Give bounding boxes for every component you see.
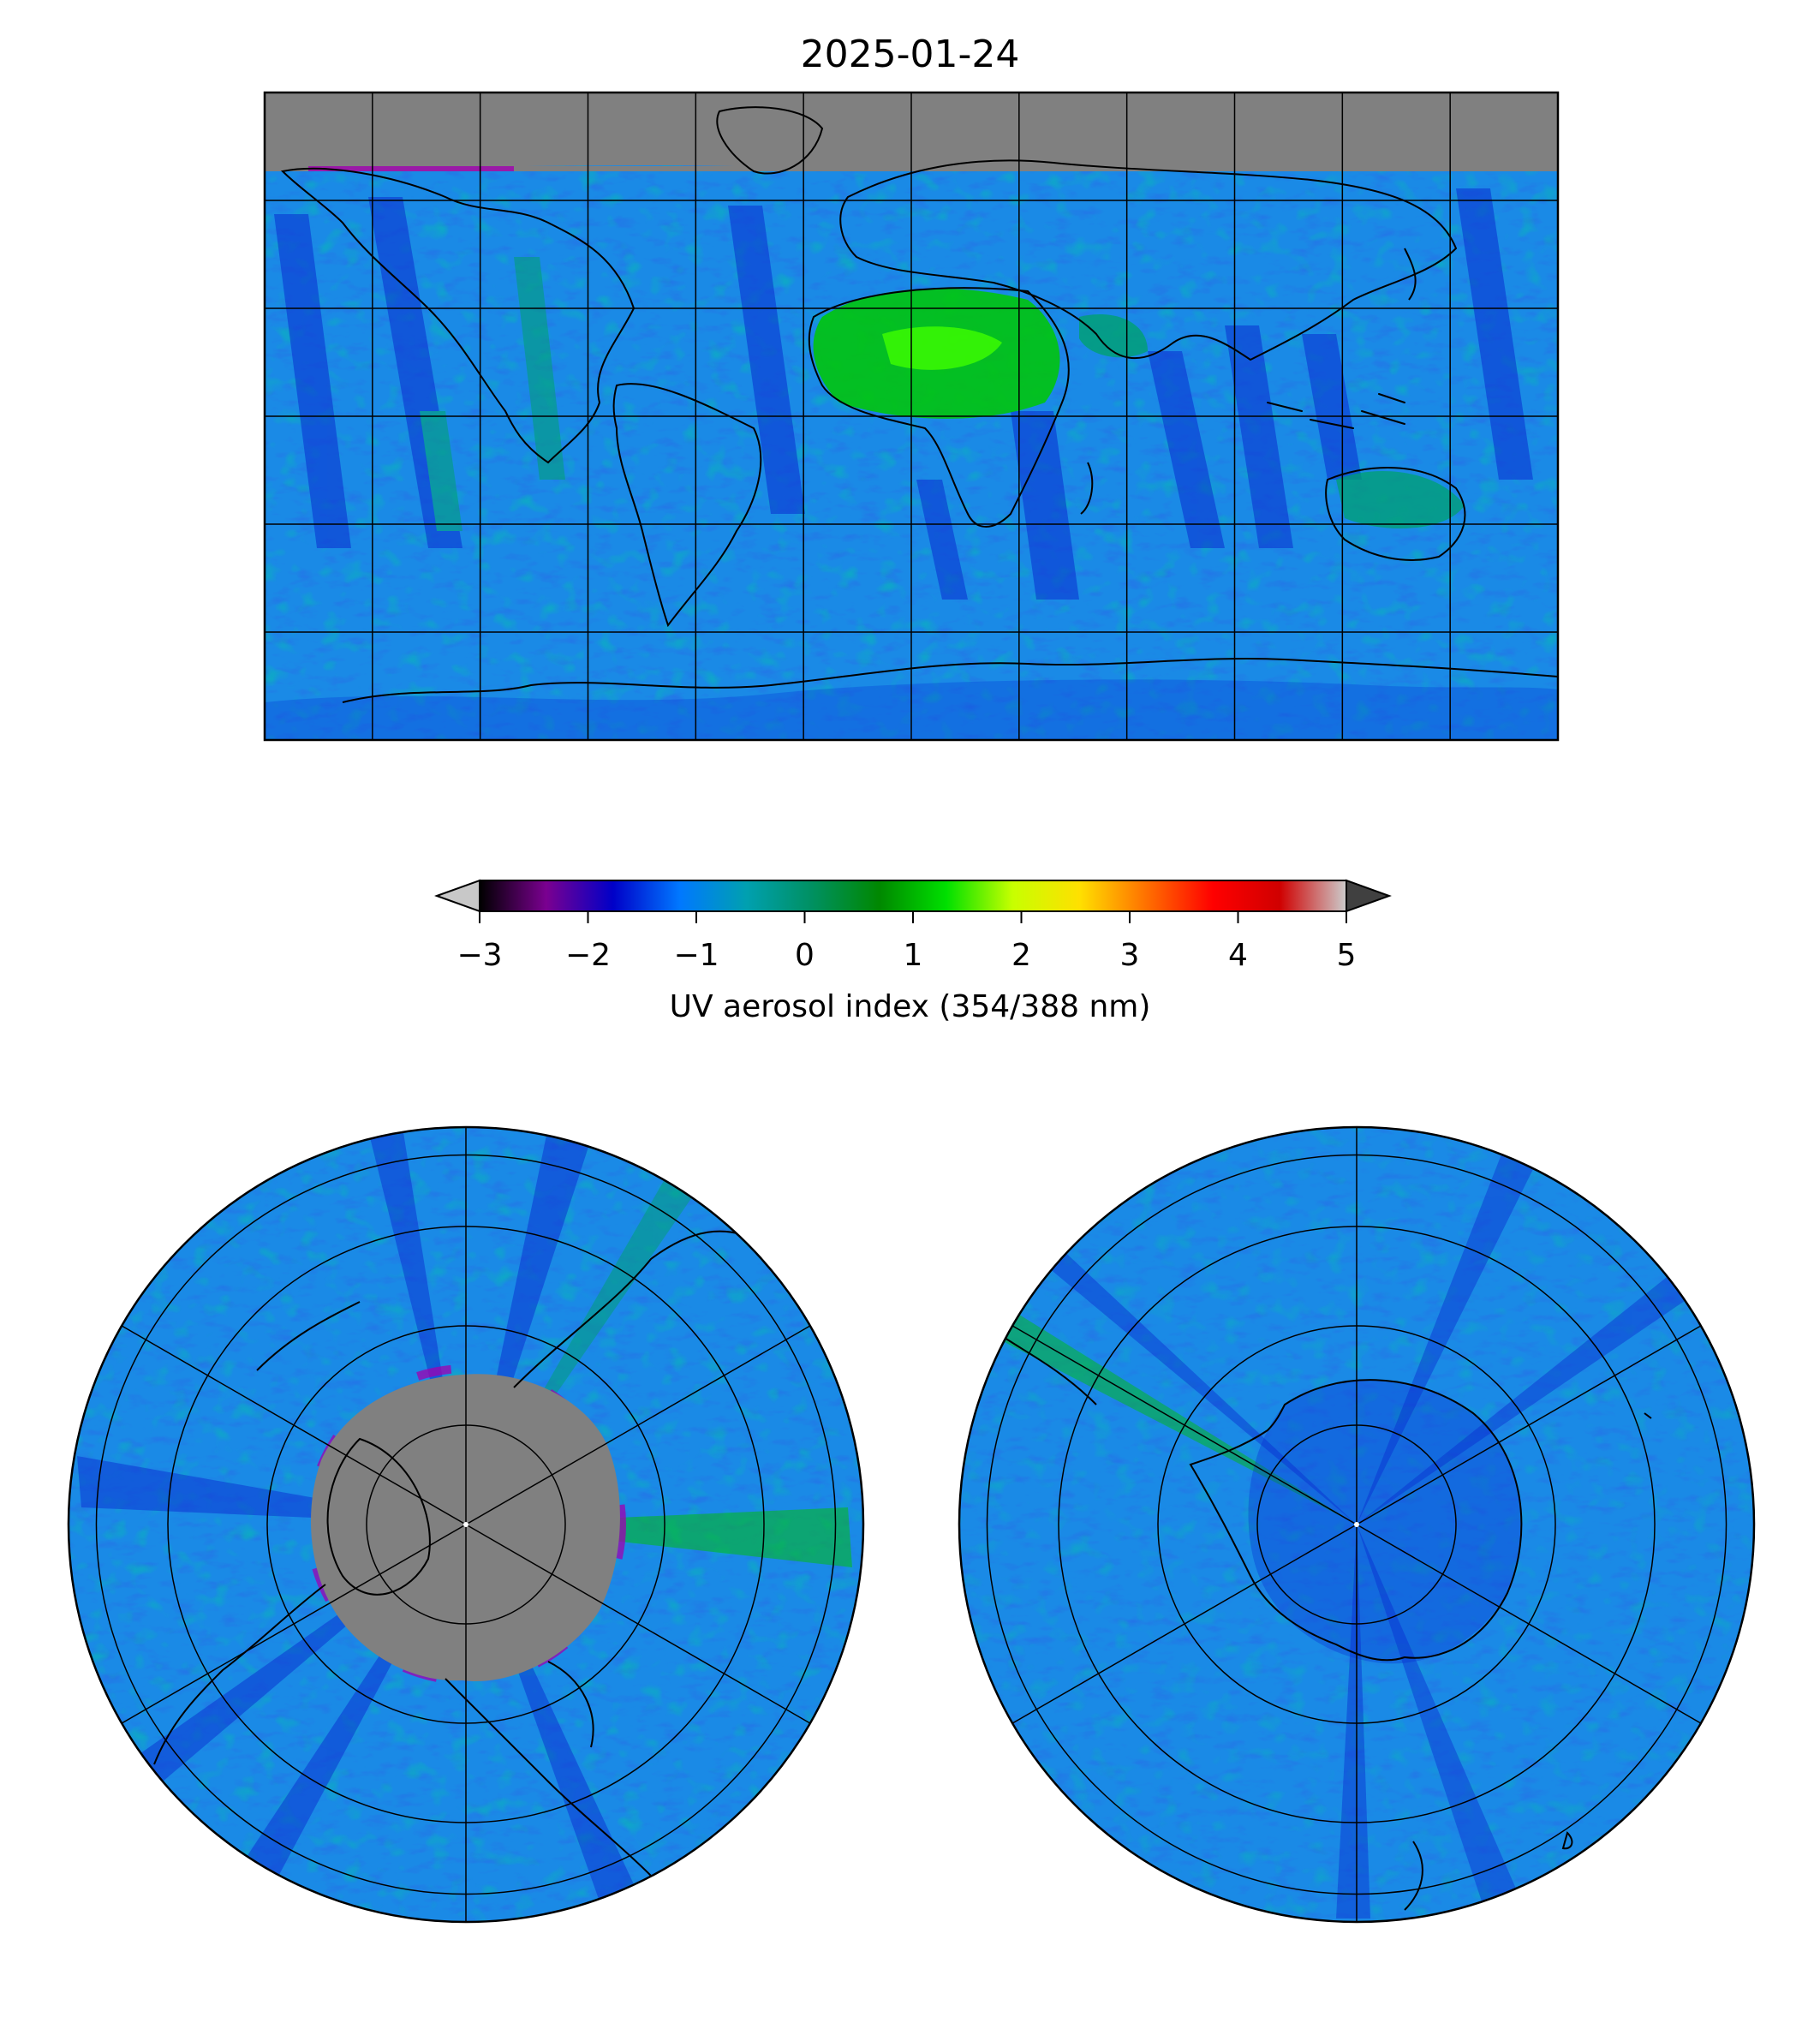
south-coast-antarctica bbox=[1189, 1379, 1523, 1662]
global-sahara-core bbox=[882, 326, 1002, 370]
north-coast-siberia bbox=[513, 1230, 772, 1388]
global-swaths bbox=[274, 188, 1533, 600]
colorbar-label: UV aerosol index (354/388 nm) bbox=[669, 989, 1151, 1024]
south-coastlines bbox=[1001, 1335, 1652, 1911]
meridian bbox=[465, 1325, 811, 1525]
coast-japan bbox=[1404, 248, 1417, 301]
colorbar-tick-label: 2 bbox=[1011, 938, 1031, 973]
colorbar-tick-label: 0 bbox=[795, 938, 815, 973]
coast-antarctica bbox=[342, 657, 1558, 703]
north-graticule bbox=[95, 1127, 837, 1922]
coast-australia bbox=[1325, 467, 1466, 561]
north-coast-europe bbox=[445, 1678, 652, 1877]
south-coast-new-zealand bbox=[1404, 1841, 1423, 1911]
meridian bbox=[121, 1524, 467, 1724]
colorbar-tick-label: −3 bbox=[456, 938, 503, 973]
coast-south-america bbox=[612, 383, 762, 628]
colorbar bbox=[434, 879, 1392, 923]
coast-madagascar bbox=[1080, 462, 1094, 515]
north-coast-scandinavia bbox=[547, 1661, 594, 1748]
coast-africa bbox=[808, 287, 1070, 528]
colorbar-gradient bbox=[479, 880, 1347, 912]
south-frame bbox=[958, 1125, 1756, 1924]
figure-title: 2025-01-24 bbox=[800, 33, 1020, 76]
global-arctic-edge-high bbox=[308, 166, 514, 171]
north-ring-magenta bbox=[306, 1364, 626, 1685]
south-coast-kerguelen bbox=[1644, 1412, 1652, 1419]
north-polar-map bbox=[67, 1125, 865, 1924]
south-coast-south-america bbox=[1001, 1335, 1097, 1405]
coast-europe-asia bbox=[839, 159, 1458, 361]
meridian bbox=[1356, 1524, 1702, 1724]
pole-marker bbox=[463, 1522, 468, 1527]
global-map bbox=[263, 91, 1560, 742]
global-frame bbox=[263, 91, 1560, 742]
meridian bbox=[465, 1524, 811, 1724]
colorbar-tick-label: −2 bbox=[564, 938, 612, 973]
coast-greenland bbox=[716, 106, 824, 175]
north-coast-greenland bbox=[326, 1437, 431, 1596]
north-coast-canada bbox=[153, 1584, 326, 1765]
colorbar-tick-label: 1 bbox=[903, 938, 923, 973]
south-antarctica-fill bbox=[1248, 1380, 1522, 1664]
global-arabia-plume bbox=[1079, 313, 1148, 358]
meridian bbox=[121, 1325, 467, 1525]
south-graticule bbox=[986, 1127, 1728, 1922]
global-coastlines bbox=[280, 106, 1558, 703]
colorbar-tick-label: 3 bbox=[1119, 938, 1140, 973]
meridian bbox=[1011, 1325, 1358, 1525]
global-graticule bbox=[265, 92, 1558, 740]
south-radial-swaths bbox=[976, 1139, 1696, 1919]
colorbar-under-arrow bbox=[434, 879, 480, 913]
colorbar-tick-label: 5 bbox=[1336, 938, 1357, 973]
south-polar-map bbox=[958, 1125, 1756, 1924]
north-coast-alaska bbox=[256, 1301, 361, 1371]
south-coast-tasmania bbox=[1561, 1831, 1573, 1850]
colorbar-over-arrow bbox=[1346, 879, 1392, 913]
coast-indonesia bbox=[1267, 393, 1405, 429]
colorbar-tick-label: −1 bbox=[673, 938, 719, 973]
coast-north-america bbox=[280, 167, 636, 464]
north-coastlines bbox=[153, 1230, 772, 1877]
north-frame bbox=[67, 1125, 865, 1924]
colorbar-tick-label: 4 bbox=[1228, 938, 1248, 973]
global-australia-plume bbox=[1336, 471, 1465, 528]
meridian bbox=[1011, 1524, 1358, 1724]
meridian bbox=[1356, 1325, 1702, 1525]
colorbar-tick-marks bbox=[479, 911, 1347, 923]
pole-marker bbox=[1354, 1522, 1359, 1527]
